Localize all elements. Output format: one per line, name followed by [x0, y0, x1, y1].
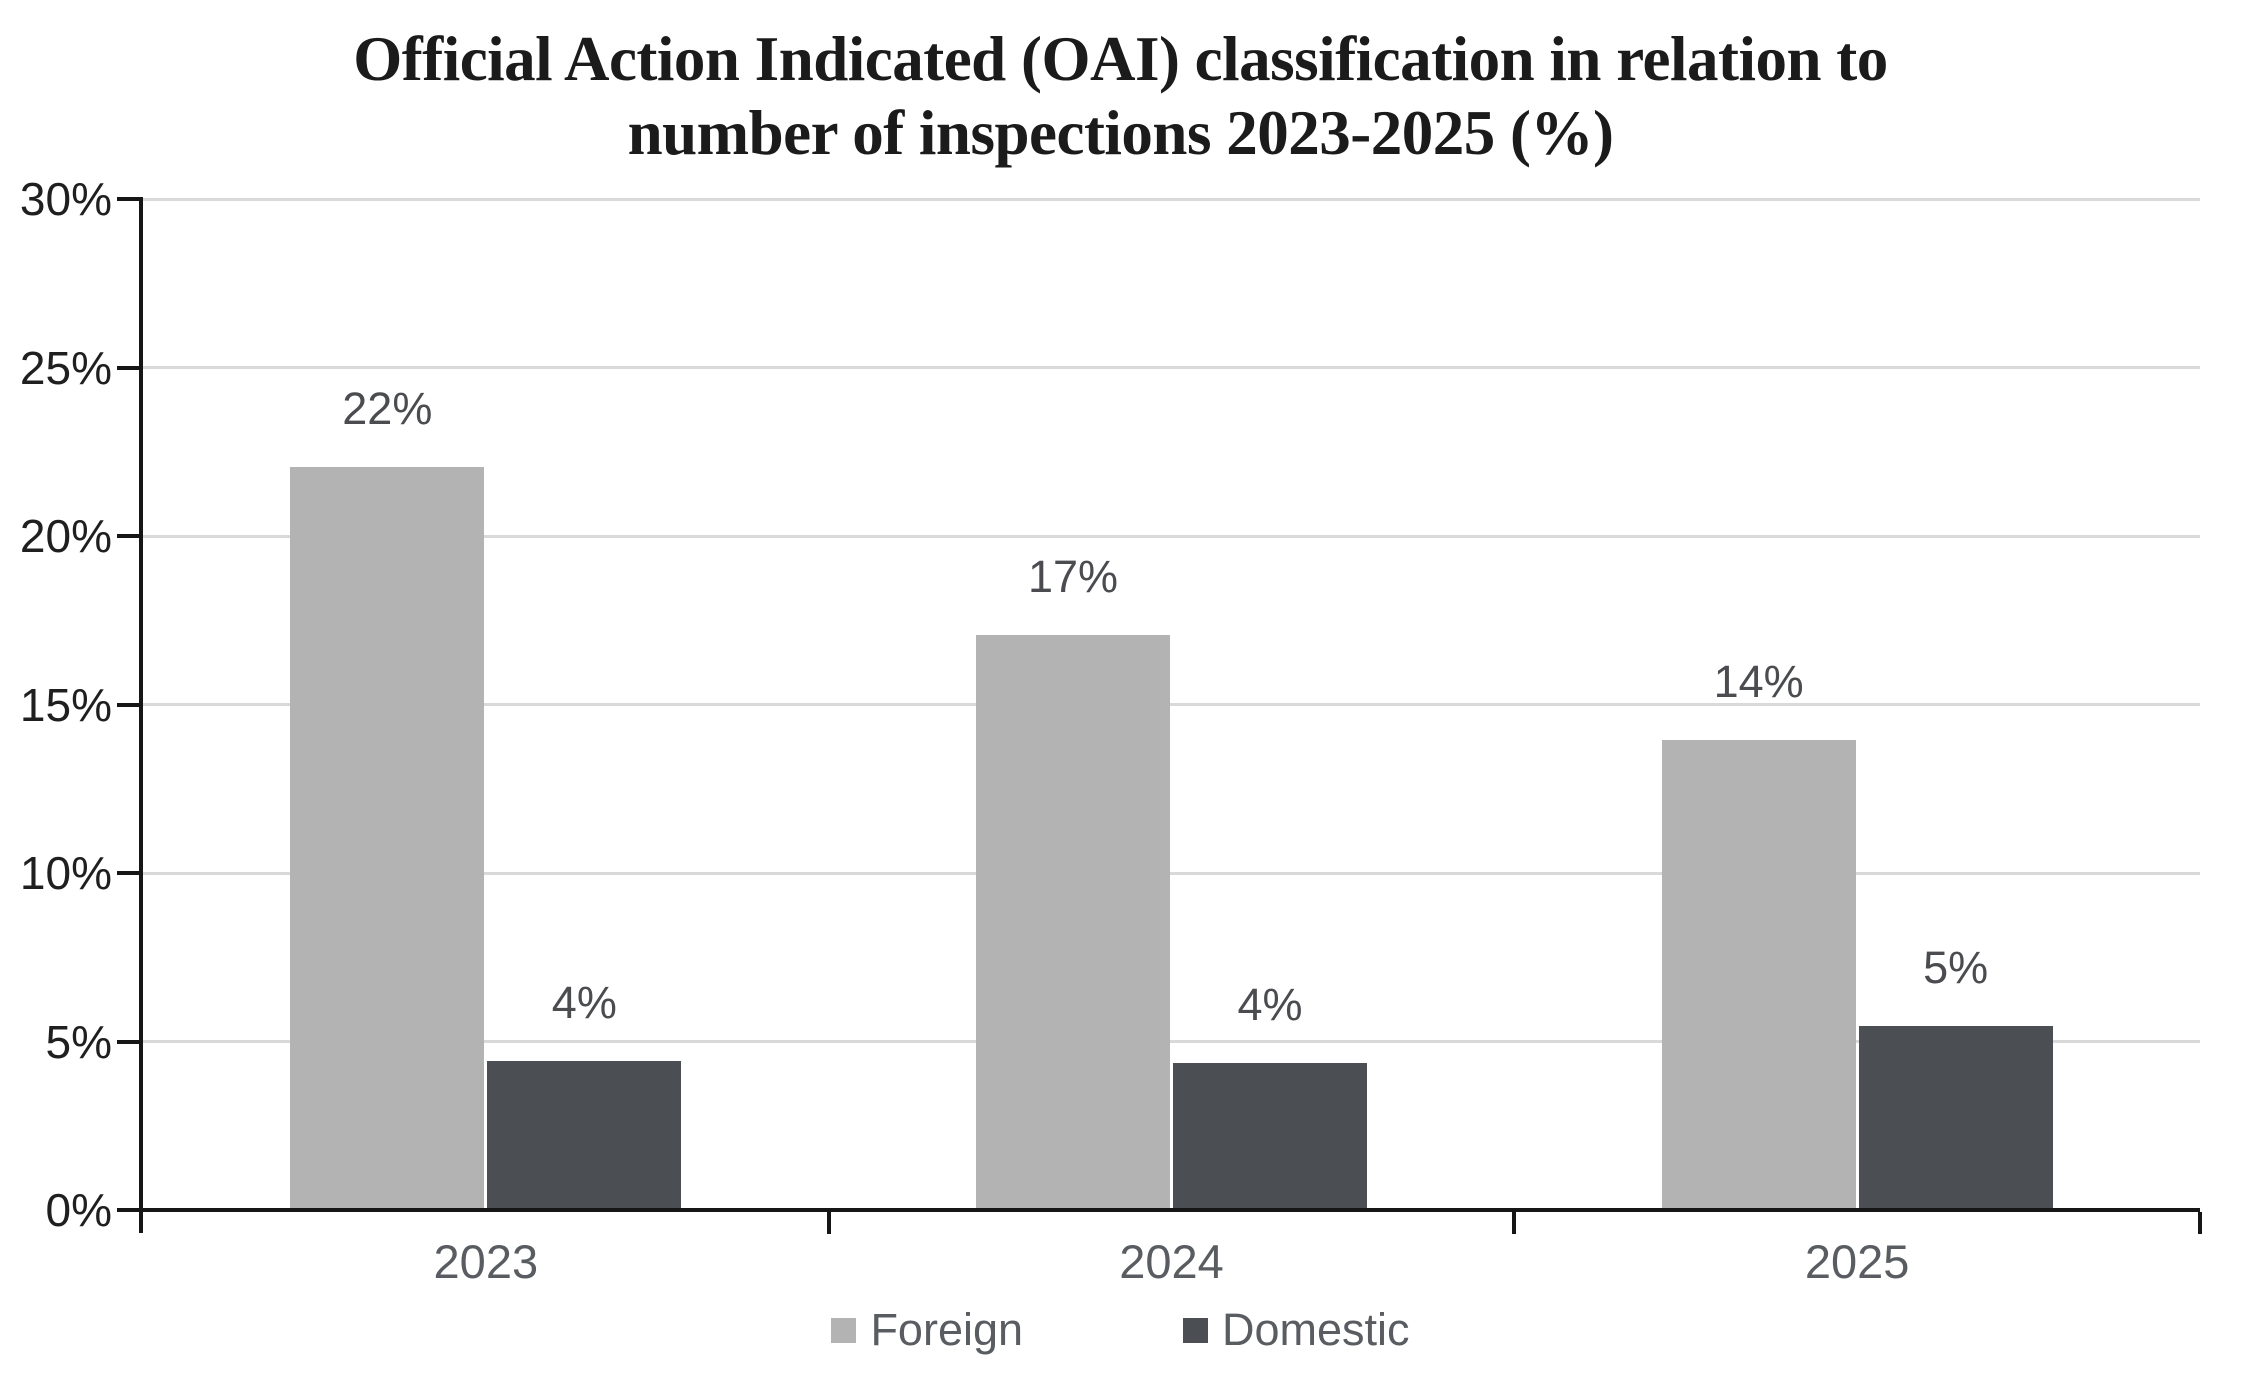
foreign-data-label-2024: 17%	[1027, 551, 1119, 603]
y-axis-tick	[117, 1039, 139, 1044]
y-axis-tick-label: 25%	[19, 341, 112, 394]
y-axis-tick	[117, 1208, 139, 1212]
chart-title-line1: Official Action Indicated (OAI) classifi…	[353, 24, 1888, 94]
chart-title-line2: number of inspections 2023-2025 (%)	[627, 98, 1614, 168]
x-axis-tick	[2198, 1212, 2202, 1234]
legend-label-foreign: Foreign	[870, 1304, 1024, 1355]
y-axis-line	[139, 197, 143, 1233]
gridline	[143, 703, 2200, 706]
domestic-bar-2024	[1173, 1063, 1367, 1208]
x-axis-category-label: 2025	[1804, 1235, 1910, 1288]
domestic-data-label-2024: 4%	[1237, 979, 1303, 1031]
y-axis-tick	[117, 365, 139, 370]
y-axis-tick	[117, 534, 139, 538]
y-axis-tick-label: 20%	[19, 510, 112, 562]
legend-item-foreign: Foreign	[831, 1305, 1023, 1355]
foreign-bar-2024	[976, 635, 1170, 1208]
legend: Foreign Domestic	[0, 1305, 2241, 1355]
y-axis-tick	[117, 702, 139, 707]
x-axis-category-label: 2023	[433, 1235, 539, 1288]
y-axis-tick-label: 30%	[19, 173, 112, 225]
domestic-bar-2025	[1858, 1026, 2053, 1208]
legend-item-domestic: Domestic	[1183, 1305, 1410, 1355]
x-axis-tick	[826, 1212, 831, 1234]
domestic-data-label-2023: 4%	[551, 977, 617, 1029]
y-axis-tick-label: 15%	[19, 678, 112, 731]
x-axis-category-label: 2024	[1119, 1235, 1224, 1288]
y-axis-tick-label: 10%	[19, 847, 112, 899]
foreign-data-label-2023: 22%	[342, 382, 433, 434]
legend-label-domestic: Domestic	[1222, 1304, 1410, 1355]
foreign-bar-2025	[1661, 739, 1856, 1208]
y-axis-tick-label: 0%	[45, 1184, 112, 1236]
foreign-bar-2023	[290, 466, 485, 1208]
chart-title: Official Action Indicated (OAI) classifi…	[0, 22, 2241, 170]
x-axis-line	[143, 1208, 2200, 1212]
gridline	[143, 534, 2200, 538]
y-axis-tick	[117, 871, 139, 875]
legend-swatch-foreign	[831, 1317, 857, 1343]
y-axis-tick-label: 5%	[45, 1015, 112, 1068]
gridline	[143, 871, 2200, 875]
gridline	[143, 1040, 2200, 1043]
foreign-data-label-2025: 14%	[1713, 655, 1804, 707]
domestic-data-label-2025: 5%	[1923, 942, 1989, 994]
y-axis-tick	[117, 197, 139, 201]
gridline	[143, 366, 2200, 369]
x-axis-tick	[1512, 1212, 1517, 1234]
domestic-bar-2023	[487, 1061, 682, 1208]
gridline	[143, 197, 2200, 201]
legend-swatch-domestic	[1183, 1317, 1209, 1343]
